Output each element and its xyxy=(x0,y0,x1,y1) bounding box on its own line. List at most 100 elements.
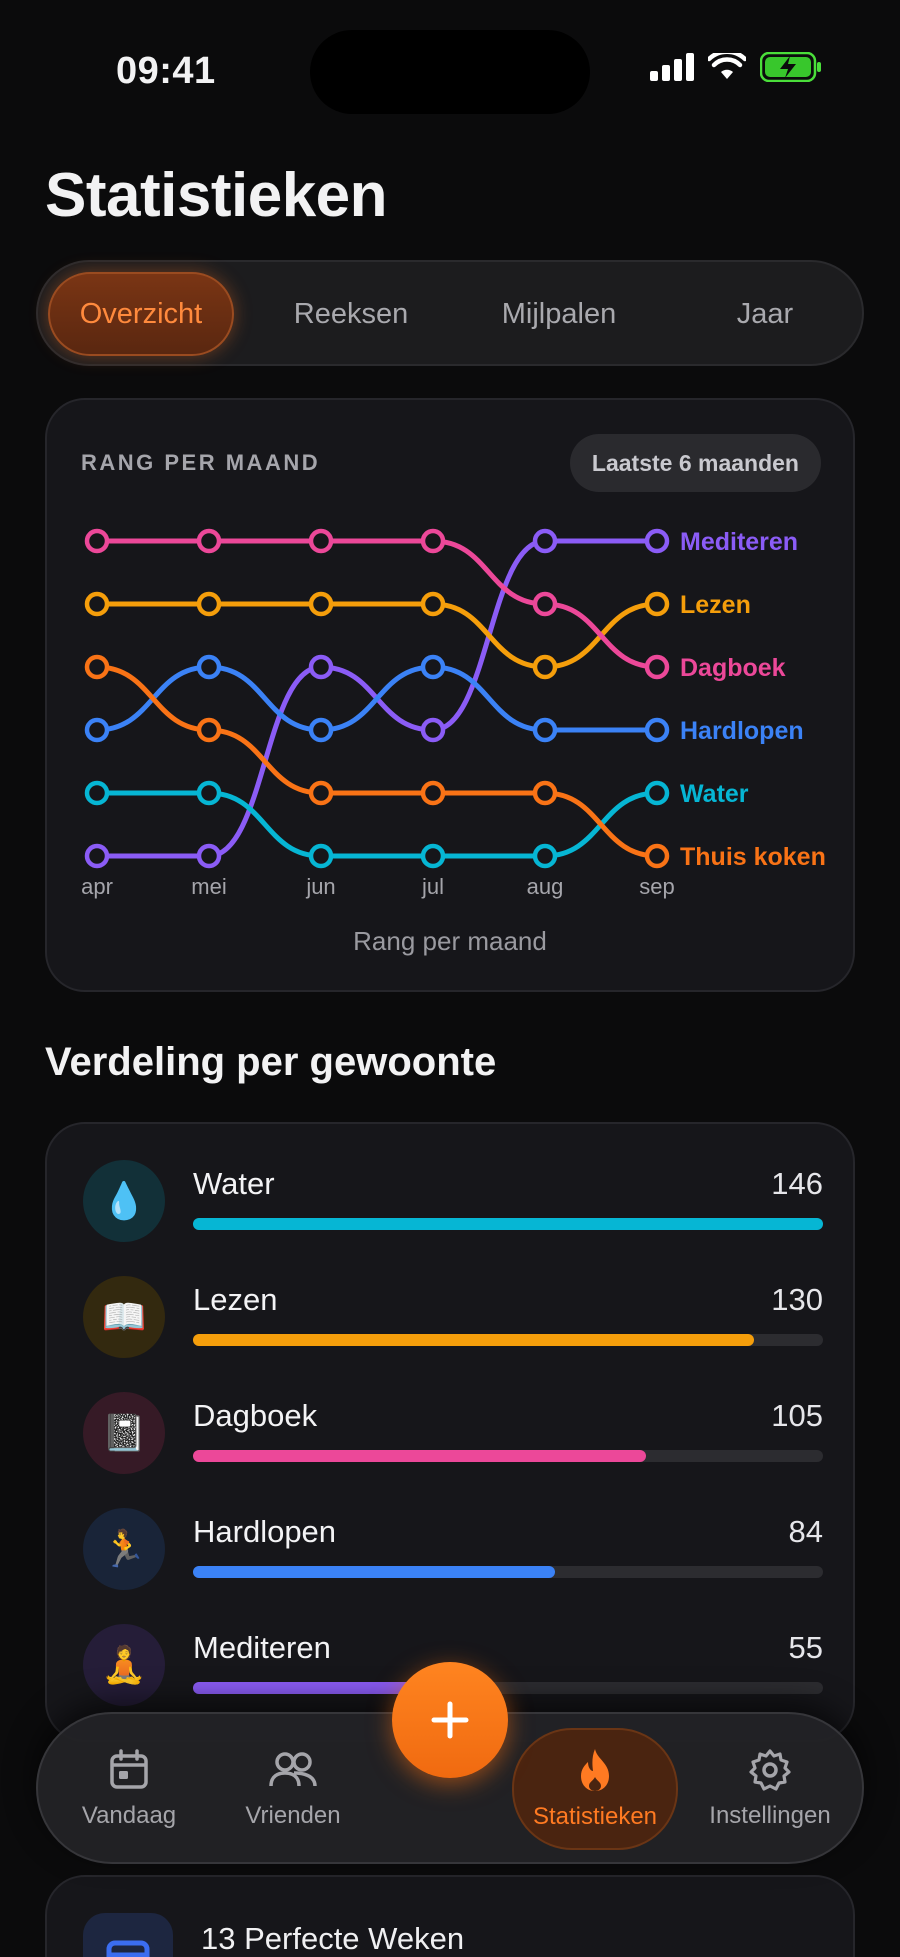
series-point[interactable] xyxy=(532,528,558,554)
tab-label: Statistieken xyxy=(532,1803,658,1830)
series-point[interactable] xyxy=(420,843,446,869)
series-point[interactable] xyxy=(644,654,670,680)
series-point[interactable] xyxy=(84,528,110,554)
distribution-title: Verdeling per gewoonte xyxy=(45,1040,497,1084)
series-point[interactable] xyxy=(196,654,222,680)
series-point[interactable] xyxy=(308,717,334,743)
perfect-weeks-card[interactable]: 13 Perfecte Weken xyxy=(45,1875,855,1957)
series-point[interactable] xyxy=(196,528,222,554)
habit-bar-fill xyxy=(193,1682,431,1694)
habit-bar-fill xyxy=(193,1334,754,1346)
series-point[interactable] xyxy=(308,780,334,806)
series-point[interactable] xyxy=(644,843,670,869)
dynamic-island xyxy=(310,30,590,114)
status-icons xyxy=(650,52,822,82)
signal-icon xyxy=(650,53,694,81)
series-point[interactable] xyxy=(420,654,446,680)
series-point[interactable] xyxy=(196,780,222,806)
tab-label: Vrienden xyxy=(245,1802,341,1829)
habit-row-mediteren[interactable]: 🧘 Mediteren 55 xyxy=(83,1624,823,1706)
series-point[interactable] xyxy=(644,780,670,806)
calendar-icon xyxy=(110,1749,148,1789)
series-point[interactable] xyxy=(84,843,110,869)
water-drop-icon: 💧 xyxy=(83,1160,165,1242)
battery-charging-icon xyxy=(760,52,821,82)
x-tick-label: mei xyxy=(191,874,226,899)
habit-count: 146 xyxy=(771,1166,823,1201)
x-tick-label: sep xyxy=(639,874,674,899)
habit-name: Lezen xyxy=(193,1282,278,1317)
series-point[interactable] xyxy=(308,591,334,617)
series-point[interactable] xyxy=(308,654,334,680)
runner-icon: 🏃 xyxy=(83,1508,165,1590)
tab-vandaag[interactable]: Vandaag xyxy=(58,1728,200,1850)
habit-bar-fill xyxy=(193,1218,823,1230)
meditation-icon: 🧘 xyxy=(83,1624,165,1706)
wifi-icon xyxy=(708,53,746,79)
habit-row-water[interactable]: 💧 Water 146 xyxy=(83,1160,823,1242)
series-point[interactable] xyxy=(532,591,558,617)
habit-name: Hardlopen xyxy=(193,1514,337,1549)
habit-bar-track xyxy=(193,1566,823,1578)
series-point[interactable] xyxy=(196,843,222,869)
series-point[interactable] xyxy=(644,591,670,617)
series-point[interactable] xyxy=(644,717,670,743)
plus-icon xyxy=(431,1701,469,1739)
gear-icon xyxy=(749,1749,791,1791)
x-tick-label: aug xyxy=(527,874,564,899)
series-point[interactable] xyxy=(196,591,222,617)
series-line-5 xyxy=(94,664,660,859)
segmented-control: Overzicht Reeksen Mijlpalen Jaar xyxy=(36,260,864,366)
tab-instellingen[interactable]: Instellingen xyxy=(690,1728,850,1850)
habit-bar-fill xyxy=(193,1450,647,1462)
series-point[interactable] xyxy=(644,528,670,554)
add-habit-button[interactable] xyxy=(392,1662,508,1778)
series-point[interactable] xyxy=(420,591,446,617)
series-point[interactable] xyxy=(420,717,446,743)
series-point[interactable] xyxy=(532,717,558,743)
series-label: Dagboek xyxy=(680,654,786,682)
flame-icon xyxy=(581,1749,609,1791)
habit-row-dagboek[interactable]: 📓 Dagboek 105 xyxy=(83,1392,823,1474)
series-point[interactable] xyxy=(532,654,558,680)
series-point[interactable] xyxy=(84,780,110,806)
series-point[interactable] xyxy=(308,843,334,869)
series-point[interactable] xyxy=(532,843,558,869)
series-point[interactable] xyxy=(532,780,558,806)
series-point[interactable] xyxy=(84,654,110,680)
series-label: Water xyxy=(680,780,749,808)
habit-name: Water xyxy=(193,1166,275,1201)
series-point[interactable] xyxy=(420,528,446,554)
habit-bar-track xyxy=(193,1334,823,1346)
book-icon: 📖 xyxy=(83,1276,165,1358)
series-point[interactable] xyxy=(308,528,334,554)
segment-mijlpalen[interactable]: Mijlpalen xyxy=(501,297,617,330)
series-label: Lezen xyxy=(680,591,751,619)
habit-name: Dagboek xyxy=(193,1398,318,1433)
series-point[interactable] xyxy=(84,591,110,617)
tab-label: Instellingen xyxy=(709,1802,831,1829)
habit-bar-track xyxy=(193,1682,823,1694)
habit-name: Mediteren xyxy=(193,1630,331,1665)
friends-icon xyxy=(269,1752,317,1787)
status-time: 09:41 xyxy=(116,50,216,92)
habit-bar-track xyxy=(193,1218,823,1230)
habit-count: 55 xyxy=(788,1630,823,1665)
page-title: Statistieken xyxy=(45,161,388,230)
habit-row-lezen[interactable]: 📖 Lezen 130 xyxy=(83,1276,823,1358)
segment-overzicht[interactable]: Overzicht xyxy=(48,272,234,356)
series-point[interactable] xyxy=(84,717,110,743)
habit-count: 130 xyxy=(771,1282,823,1317)
segment-reeksen[interactable]: Reeksen xyxy=(293,297,409,330)
tab-statistieken[interactable]: Statistieken xyxy=(512,1728,678,1850)
series-label: Thuis koken xyxy=(680,843,826,871)
x-tick-label: apr xyxy=(81,874,113,899)
period-selector[interactable]: Laatste 6 maanden xyxy=(569,434,821,492)
rank-chart: Mediteren Lezen Dagboek Hardlopen Water Thuis… xyxy=(81,528,826,899)
segment-jaar[interactable]: Jaar xyxy=(736,297,794,330)
series-point[interactable] xyxy=(420,780,446,806)
habit-row-hardlopen[interactable]: 🏃 Hardlopen 84 xyxy=(83,1508,823,1590)
distribution-card: 💧 Water 146 📖 Lezen 130 📓 Dagboek 105 🏃 … xyxy=(45,1122,855,1742)
series-point[interactable] xyxy=(196,717,222,743)
tab-vrienden[interactable]: Vrienden xyxy=(218,1728,368,1850)
